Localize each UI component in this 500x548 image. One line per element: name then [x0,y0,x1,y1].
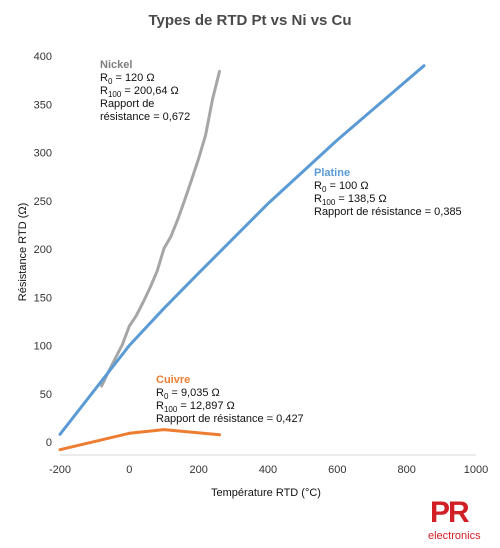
annotation-r0: R0 = 120 Ω [100,72,155,86]
series-line-cuivre [58,428,221,452]
x-tick-label: 400 [259,464,277,476]
pr-electronics-logo: PR electronics [426,498,496,544]
y-tick-label: 250 [34,196,52,208]
annotation-r0: R0 = 9,035 Ω [156,387,220,401]
x-tick-label: -200 [49,464,71,476]
annotation-r100: R100 = 12,897 Ω [156,400,235,414]
annotation-title: Platine [314,167,350,179]
series-line-nickel [100,69,221,388]
x-tick-label: 0 [126,464,132,476]
annotation-title: Cuivre [156,374,190,386]
x-axis-title: Température RTD (°C) [211,487,321,499]
y-axis-title: Résistance RTD (Ω) [17,203,29,301]
series-line-platine [58,64,426,436]
annotation-ratio: Rapport de résistance = 0,427 [156,413,304,425]
logo-text: electronics [428,530,481,542]
y-tick-label: 200 [34,244,52,256]
x-tick-label: 1000 [464,464,488,476]
annotation-r100: R100 = 138,5 Ω [314,193,387,207]
annotation-ratio: Rapport de [100,98,154,110]
series-layer [58,64,426,452]
x-tick-label: 800 [397,464,415,476]
y-tick-label: 350 [34,99,52,111]
y-tick-label: 100 [34,341,52,353]
chart-title: Types de RTD Pt vs Ni vs Cu [148,12,351,29]
axes: -200 0 200 400 600 800 1000 0 50 100 150 200 250 300 3… [34,51,489,476]
y-tick-label: 0 [46,437,52,449]
x-tick-label: 600 [328,464,346,476]
annotation-r0: R0 = 100 Ω [314,180,369,194]
y-tick-label: 50 [40,389,52,401]
annotation-ratio: Rapport de résistance = 0,385 [314,206,462,218]
annotation-ratio: résistance = 0,672 [100,111,190,123]
y-tick-label: 300 [34,148,52,160]
annotation-r100: R100 = 200,64 Ω [100,85,179,99]
logo-mark: PR [430,496,470,529]
y-tick-label: 150 [34,292,52,304]
annotation-title: Nickel [100,59,132,71]
y-tick-label: 400 [34,51,52,63]
x-tick-label: 200 [189,464,207,476]
